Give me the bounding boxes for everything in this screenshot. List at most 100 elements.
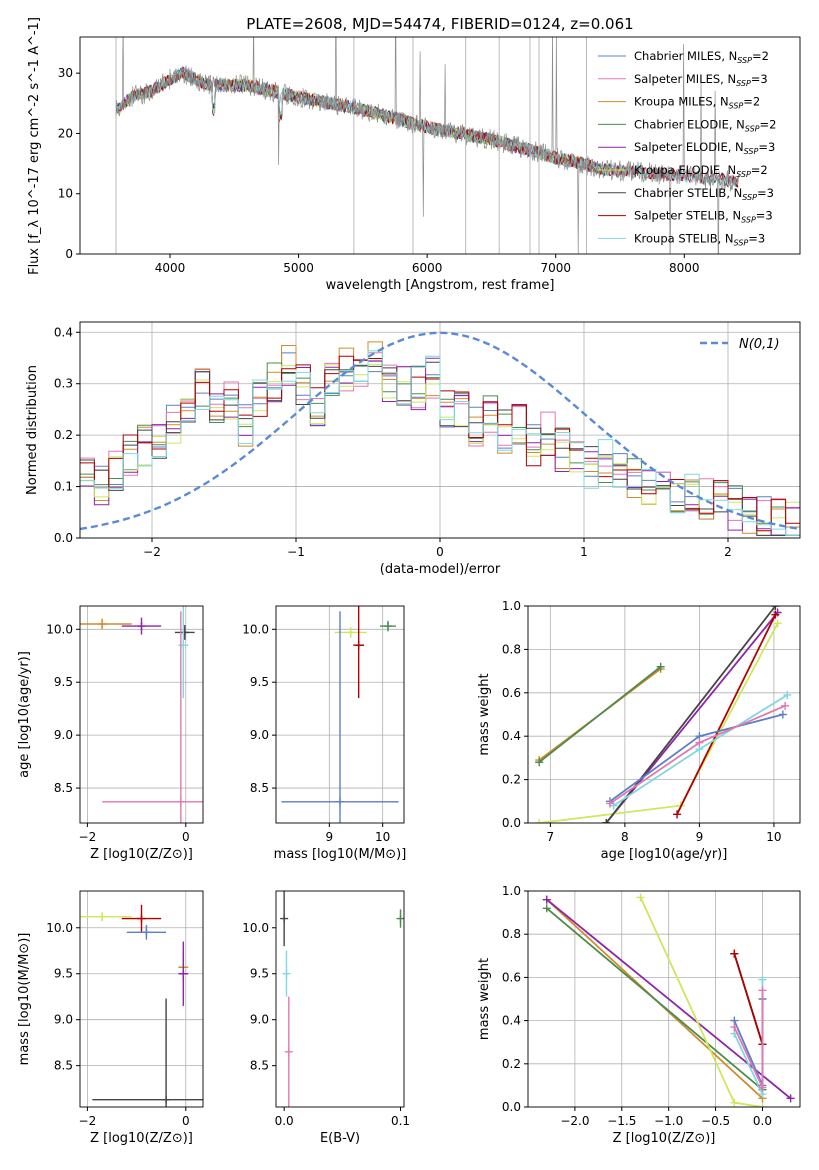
data-point (137, 914, 146, 923)
x-tick-label: 9 (326, 830, 334, 844)
model-spectrum-line (115, 68, 610, 176)
legend-label-value: =2 (760, 117, 777, 131)
residual-histogram (80, 350, 800, 536)
data-point (284, 1047, 293, 1056)
legend-label-sub: SSP (742, 193, 757, 202)
x-tick-label: −1 (287, 545, 305, 559)
axes-frame (79, 605, 204, 824)
y-tick-label: 9.0 (250, 728, 269, 742)
data-point (137, 622, 146, 631)
plot-area (115, 37, 739, 254)
y-tick-label: 0.0 (502, 1100, 521, 1114)
y-tick-label: 1.0 (502, 599, 521, 613)
y-tick-label: 9.5 (250, 675, 269, 689)
y-axis-label: age [log10(age/yr)] (17, 651, 32, 778)
x-axis-label: mass [log10(M/M⊙)] (274, 847, 407, 862)
weight-series-line (676, 614, 777, 815)
legend-label-value: =3 (757, 186, 774, 200)
legend-label: Kroupa ELODIE, NSSP=2 (634, 163, 768, 179)
legend-label: Kroupa STELIB, NSSP=3 (634, 231, 765, 247)
data-point (179, 969, 188, 978)
legend-label-value: =3 (758, 140, 775, 154)
x-tick-label: 2 (724, 545, 732, 559)
x-axis-label: age [log10(age/yr)] (601, 847, 728, 862)
legend-label-text: Chabrier STELIB, N (634, 186, 742, 200)
data-point (786, 1094, 795, 1103)
axes-frame (275, 605, 405, 824)
y-tick-label: 0.4 (54, 325, 73, 339)
legend-label: Chabrier STELIB, NSSP=3 (634, 186, 774, 202)
data-point (778, 710, 787, 719)
y-tick-label: 0.8 (502, 927, 521, 941)
x-tick-label: 4000 (155, 261, 186, 275)
plot-area (280, 891, 404, 1107)
y-tick-label: 9.0 (54, 728, 73, 742)
x-axis-label: E(B-V) (320, 1131, 360, 1146)
legend: Chabrier MILES, NSSP=2 Salpeter MILES, NS… (598, 49, 776, 247)
weight-series-line (613, 694, 788, 807)
y-tick-label: 0.4 (502, 1014, 521, 1028)
data-point (176, 797, 185, 806)
x-axis-label: wavelength [Angstrom, rest frame] (326, 278, 555, 293)
y-tick-label: 0.8 (502, 642, 521, 656)
x-axis-label: Z [log10(Z/Z⊙)] (90, 847, 193, 862)
y-tick-label: 0.0 (502, 816, 521, 830)
data-point (542, 895, 551, 904)
data-point (282, 969, 291, 978)
legend-label-sub: SSP (736, 170, 751, 179)
observed-spectrum-line (115, 37, 739, 254)
model-spectrum-line (115, 68, 610, 177)
y-tick-label: 10.0 (242, 921, 269, 935)
legend-label: Salpeter MILES, NSSP=3 (634, 72, 768, 88)
x-tick-label: 10 (766, 830, 781, 844)
data-point (781, 701, 790, 710)
y-tick-label: 0.6 (502, 686, 521, 700)
legend-label: Salpeter STELIB, NSSP=3 (634, 209, 773, 225)
x-tick-label: 0 (182, 830, 190, 844)
x-tick-label: 0.0 (753, 1114, 772, 1128)
legend-label-text: Salpeter ELODIE, N (634, 140, 744, 154)
plot-area (542, 893, 795, 1107)
x-tick-label: 1 (580, 545, 588, 559)
y-tick-label: 1.0 (502, 884, 521, 898)
chart-mass_vs_EBV: 0.0 0.1 8.5 9.0 9.5 10.0 E(B-V) (242, 890, 410, 1146)
legend-label-sub: SSP (741, 216, 756, 225)
data-point (384, 622, 392, 631)
legend-label-sub: SSP (736, 79, 751, 88)
legend-label-sub: SSP (734, 238, 749, 247)
data-point (142, 928, 151, 937)
legend-label-value: =2 (751, 163, 768, 177)
legend-label-sub: SSP (744, 147, 759, 156)
legend-label-value: =2 (752, 49, 769, 63)
x-tick-label: 8000 (669, 261, 700, 275)
y-tick-label: 0 (65, 247, 73, 261)
x-tick-label: 9 (696, 830, 704, 844)
legend-label: N(0,1) (739, 337, 780, 352)
x-tick-label: −2 (143, 545, 161, 559)
y-tick-label: 0.2 (502, 773, 521, 787)
data-point (695, 738, 704, 747)
axes-frame (79, 890, 204, 1108)
x-tick-label: 10 (375, 830, 390, 844)
weight-series-line (538, 666, 662, 763)
weight-series-line (609, 713, 784, 803)
y-tick-label: 0.3 (54, 377, 73, 391)
legend-label-text: Kroupa MILES, N (634, 95, 729, 109)
model-spectrum-line (115, 66, 611, 176)
axes-frame (527, 890, 801, 1108)
chart-age_vs_Z: −2 0 8.5 9.0 9.5 10.0 Z [log10(Z/Z⊙)] age [log1… (17, 605, 204, 862)
x-tick-label: 7000 (540, 261, 571, 275)
data-point (98, 912, 107, 921)
legend-label: Chabrier ELODIE, NSSP=2 (634, 117, 776, 133)
x-tick-label: 6000 (412, 261, 443, 275)
axes-frame (79, 36, 801, 255)
y-axis-label: mass weight (477, 958, 492, 1040)
plot-area (80, 606, 203, 823)
data-point (535, 819, 544, 823)
x-tick-label: 0 (436, 545, 444, 559)
data-point (773, 619, 782, 628)
data-point (758, 1103, 767, 1107)
legend-label: Chabrier MILES, NSSP=2 (634, 49, 769, 65)
y-axis-label: Normed distribution (25, 365, 40, 495)
y-tick-label: 9.0 (54, 1013, 73, 1027)
